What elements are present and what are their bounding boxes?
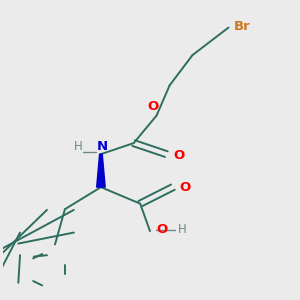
Text: N: N — [97, 140, 108, 153]
Text: H: H — [74, 140, 82, 153]
Text: H: H — [178, 223, 187, 236]
Text: Br: Br — [233, 20, 250, 33]
Text: O: O — [157, 223, 168, 236]
Text: O: O — [179, 181, 191, 194]
Text: O: O — [173, 149, 184, 162]
Text: O: O — [148, 100, 159, 113]
Polygon shape — [97, 154, 105, 187]
